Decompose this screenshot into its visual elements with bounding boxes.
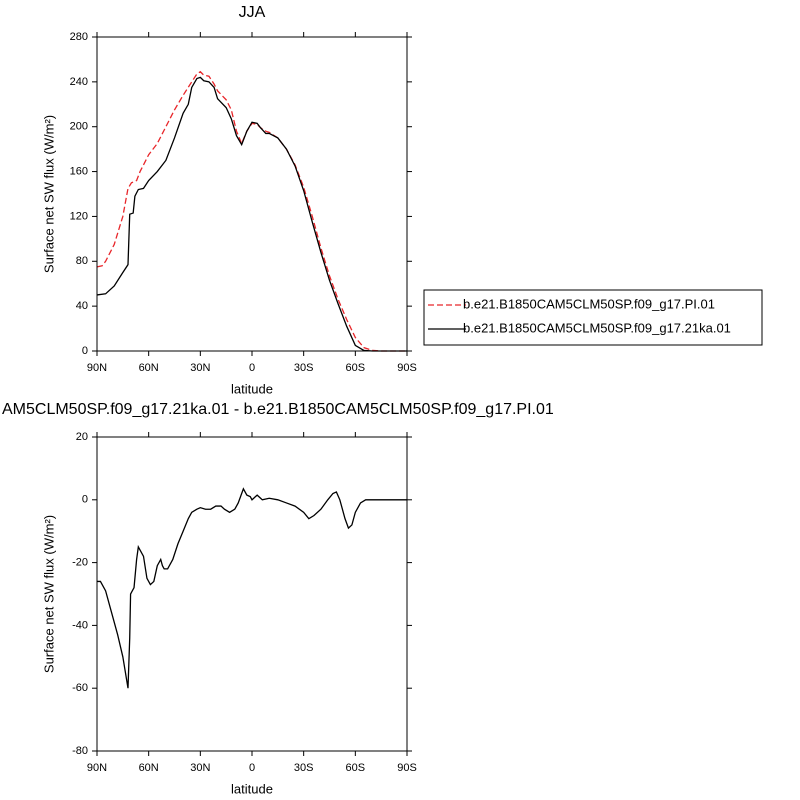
y-tick-label: 0: [82, 345, 88, 357]
data-line: [97, 487, 407, 689]
chart-title: JJA: [239, 4, 266, 21]
y-tick-label: 160: [70, 165, 88, 177]
x-tick-label: 90N: [87, 762, 107, 774]
x-axis-label: latitude: [231, 781, 273, 796]
plot-frame: [96, 436, 408, 752]
x-tick-label: 90N: [87, 362, 107, 374]
y-tick-label: 80: [76, 255, 88, 267]
x-tick-label: 90S: [397, 362, 417, 374]
plot-frame: [96, 36, 408, 352]
y-tick-label: -60: [72, 682, 88, 694]
x-tick-label: 30S: [294, 762, 314, 774]
x-tick-label: 30N: [190, 762, 210, 774]
x-tick-label: 60N: [139, 762, 159, 774]
x-tick-label: 0: [249, 362, 255, 374]
y-tick-label: 40: [76, 300, 88, 312]
y-tick-label: 0: [82, 494, 88, 506]
y-axis-label: Surface net SW flux (W/m²): [41, 515, 56, 673]
x-tick-label: 30N: [190, 362, 210, 374]
x-tick-label: 60S: [346, 362, 366, 374]
y-axis-label: Surface net SW flux (W/m²): [41, 115, 56, 273]
x-tick-label: 30S: [294, 362, 314, 374]
data-line: [96, 70, 407, 352]
y-tick-label: 20: [76, 431, 88, 443]
y-tick-label: 240: [70, 76, 88, 88]
y-tick-label: -20: [72, 557, 88, 569]
y-tick-label: 200: [70, 121, 88, 133]
y-tick-label: -80: [72, 745, 88, 757]
x-tick-label: 60N: [139, 362, 159, 374]
x-axis-label: latitude: [231, 381, 273, 396]
legend-box: [423, 289, 763, 346]
y-tick-label: 120: [70, 210, 88, 222]
x-tick-label: 60S: [346, 762, 366, 774]
data-line: [96, 76, 407, 352]
x-tick-label: 90S: [397, 762, 417, 774]
chart-title: AM5CLM50SP.f09_g17.21ka.01 - b.e21.B1850…: [2, 401, 554, 418]
x-tick-label: 0: [249, 762, 255, 774]
y-tick-label: 280: [70, 31, 88, 43]
legend-label: b.e21.B1850CAM5CLM50SP.f09_g17.21ka.01: [463, 320, 731, 335]
legend-label: b.e21.B1850CAM5CLM50SP.f09_g17.PI.01: [463, 296, 715, 311]
y-tick-label: -40: [72, 619, 88, 631]
